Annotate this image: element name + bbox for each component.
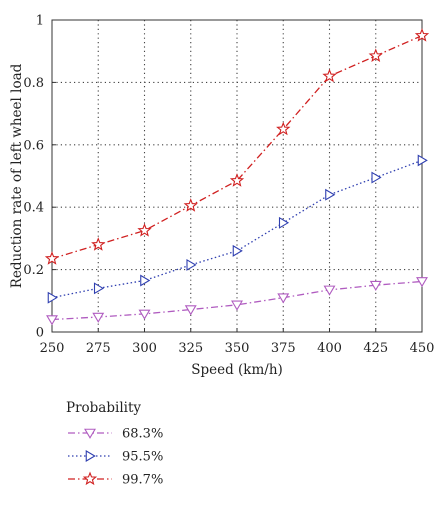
x-tick-label: 400: [317, 341, 342, 356]
data-point: [92, 312, 105, 323]
x-tick-label: 450: [410, 341, 435, 356]
x-tick-label: 325: [178, 341, 203, 356]
data-point: [184, 305, 197, 316]
data-point: [277, 293, 290, 304]
y-tick-label: 0.6: [23, 138, 44, 153]
axis-ticks: 250 275 300 325 350 375 400 425 450 0 0.2 0.4 0.6 0.8…: [23, 14, 434, 357]
data-point: [183, 198, 198, 212]
data-point: [416, 277, 428, 288]
legend-label: 99.7%: [122, 473, 163, 488]
data-point: [414, 28, 430, 42]
data-point: [229, 173, 245, 187]
data-point: [325, 188, 336, 201]
x-tick-label: 350: [225, 341, 250, 356]
legend-marker: [85, 450, 96, 462]
data-point: [47, 291, 58, 304]
series-1: [46, 277, 428, 326]
data-point: [93, 282, 105, 295]
data-point: [276, 121, 291, 136]
data-point: [46, 315, 58, 326]
y-tick-label: 0.4: [23, 201, 44, 216]
series-2: [47, 154, 428, 304]
data-point: [140, 274, 151, 287]
data-point: [371, 171, 382, 184]
data-point: [278, 216, 290, 229]
data-point: [368, 48, 383, 62]
data-point: [231, 300, 243, 311]
data-point: [232, 244, 243, 257]
x-tick-label: 250: [40, 341, 65, 356]
legend-item: 95.5%: [68, 450, 163, 465]
x-tick-label: 300: [132, 341, 157, 356]
data-point: [44, 251, 60, 265]
legend-marker: [82, 471, 98, 486]
y-tick-label: 0.8: [23, 76, 44, 91]
data-point: [417, 154, 428, 167]
y-tick-label: 0: [36, 326, 44, 341]
legend-title: Probability: [66, 400, 141, 416]
x-tick-label: 275: [86, 341, 111, 356]
data-point: [137, 223, 152, 237]
legend-label: 95.5%: [122, 450, 163, 465]
data-point: [322, 68, 337, 83]
legend-item: 99.7%: [68, 471, 163, 488]
legend-marker: [84, 428, 96, 439]
legend-item: 68.3%: [68, 427, 163, 442]
series-lines: [44, 28, 430, 326]
data-point: [138, 309, 151, 320]
x-tick-label: 425: [363, 341, 388, 356]
series-line: [51, 159, 423, 299]
series-3: [44, 28, 430, 265]
series-line: [51, 35, 423, 260]
legend: Probability 68.3% 95.5% 99.7%: [66, 400, 163, 488]
y-axis-label: Reduction rate of left wheel load: [9, 63, 25, 288]
y-tick-label: 1: [36, 14, 44, 29]
x-axis-label: Speed (km/h): [191, 362, 283, 378]
data-point: [369, 280, 382, 292]
legend-label: 68.3%: [122, 427, 163, 442]
data-point: [186, 258, 197, 271]
data-point: [91, 237, 106, 251]
series-line: [51, 280, 423, 321]
x-tick-label: 375: [271, 341, 296, 356]
y-tick-label: 0.2: [23, 263, 44, 278]
data-point: [323, 285, 336, 296]
